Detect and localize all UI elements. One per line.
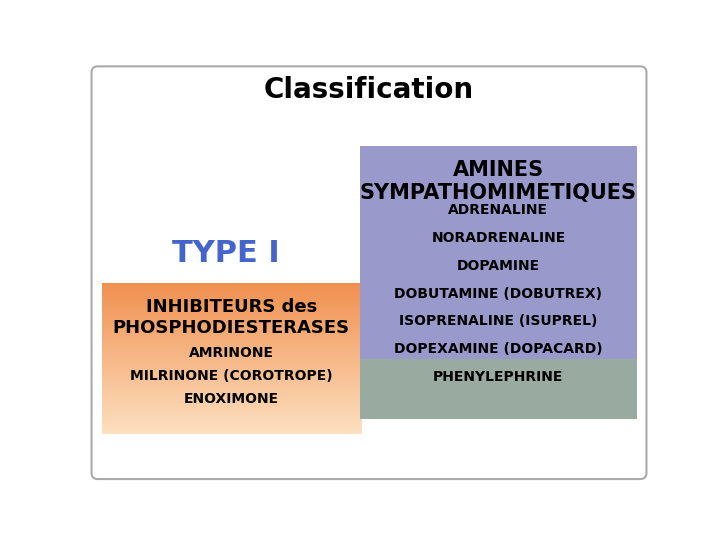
Text: DOPAMINE: DOPAMINE — [457, 259, 540, 273]
Text: Classification: Classification — [264, 76, 474, 104]
Text: ENOXIMONE: ENOXIMONE — [184, 392, 279, 406]
Text: TYPE I: TYPE I — [172, 239, 279, 268]
Text: AMINES
SYMPATHOMIMETIQUES: AMINES SYMPATHOMIMETIQUES — [360, 159, 637, 202]
FancyBboxPatch shape — [91, 66, 647, 479]
Text: AMRINONE: AMRINONE — [189, 346, 274, 360]
Text: DOPEXAMINE (DOPACARD): DOPEXAMINE (DOPACARD) — [394, 342, 603, 356]
Text: ADRENALINE: ADRENALINE — [449, 204, 549, 218]
Text: ISOPRENALINE (ISUPREL): ISOPRENALINE (ISUPREL) — [399, 314, 598, 328]
Text: INHIBITEURS des
PHOSPHODIESTERASES: INHIBITEURS des PHOSPHODIESTERASES — [113, 298, 350, 337]
Bar — [360, 146, 637, 359]
Text: PHENYLEPHRINE: PHENYLEPHRINE — [433, 370, 564, 384]
Bar — [360, 359, 637, 419]
Text: DOBUTAMINE (DOBUTREX): DOBUTAMINE (DOBUTREX) — [395, 287, 603, 301]
Text: NORADRENALINE: NORADRENALINE — [431, 231, 565, 245]
Text: MILRINONE (COROTROPE): MILRINONE (COROTROPE) — [130, 369, 333, 383]
